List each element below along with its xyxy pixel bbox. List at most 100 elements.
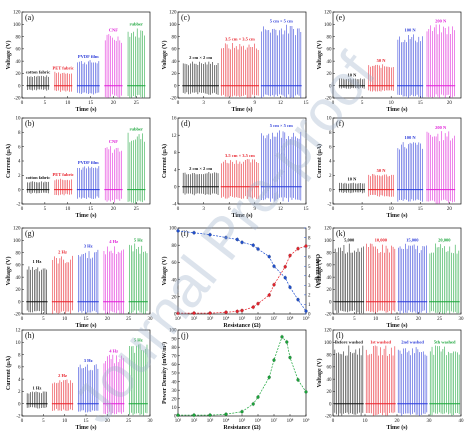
data-point: [251, 305, 255, 309]
x-tick-label: 15: [84, 317, 90, 322]
data-point: [176, 229, 180, 233]
x-tick-label: 12: [278, 101, 284, 106]
data-point: [288, 355, 292, 360]
x-tick-label: 10⁷: [271, 418, 278, 424]
x-tick-label: 30: [427, 419, 433, 424]
data-point: [235, 237, 239, 242]
x-tick-label: 15: [304, 101, 310, 106]
y-tick-label: 100: [324, 23, 332, 28]
data-point: [296, 378, 300, 382]
y-tick-label: 20: [327, 288, 333, 293]
x-tick-label: 0: [332, 317, 335, 322]
x-tick-label: 5: [44, 207, 47, 212]
y-tick-label: 10: [16, 341, 22, 346]
trace-segment: [397, 243, 428, 314]
y-tick-label: 60: [16, 48, 22, 53]
x-tick-label: 0: [177, 207, 180, 212]
y-tick-label: 100: [169, 23, 177, 28]
data-point: [267, 375, 271, 379]
x-tick-label: 5: [42, 317, 45, 322]
x-tick-label: 10⁷: [271, 316, 278, 322]
x-tick-label: 10³: [207, 418, 214, 424]
trace-segment: [334, 243, 365, 314]
x-axis-label: Resistance (Ω): [223, 322, 260, 329]
y-tick-label: 80: [327, 251, 333, 256]
y-tick-label: 10: [16, 117, 22, 122]
data-point: [256, 247, 260, 251]
x-tick-label: 5: [42, 419, 45, 424]
x-axis-label: Time (s): [386, 424, 407, 431]
data-point: [272, 358, 276, 362]
segment-label: 2 Hz: [58, 250, 67, 255]
x-tick-label: 25: [126, 317, 132, 322]
segment-label: 2nd washed: [401, 339, 424, 344]
y-tick-label: 12: [172, 134, 178, 139]
trace-segment: [103, 354, 125, 415]
y-tick-label: -2: [327, 203, 332, 208]
series-line: [178, 245, 307, 314]
y-tick-label: 0: [174, 313, 177, 318]
segment-label: 15,000: [406, 237, 419, 242]
x-axis-label: Time (s): [75, 322, 96, 329]
trace-segment: [367, 173, 395, 197]
y-axis-label: Power Density (mW/m²): [161, 342, 168, 404]
data-point: [280, 335, 284, 339]
y-tick-label: 0: [18, 188, 21, 193]
y-axis-label: Voltage (V): [161, 257, 168, 286]
trace-segment: [397, 347, 428, 416]
y-tick-label: 60: [172, 48, 178, 53]
y-tick-label: 40: [16, 276, 22, 281]
trace-segment: [365, 243, 396, 314]
data-point: [296, 247, 300, 251]
x-tick-label: 10: [65, 101, 71, 106]
y-tick-label: 60: [172, 363, 178, 368]
x-tick-label: 30: [459, 317, 465, 322]
y2-tick-label: 8: [308, 236, 311, 241]
plot-frame: [21, 11, 151, 99]
segment-label: 5 cm × 5 cm: [270, 18, 293, 23]
segment-label: 5 Hz: [134, 338, 143, 343]
trace-segment: [128, 344, 148, 416]
y-axis-label: Current (μA): [5, 356, 12, 390]
x-tick-label: 10⁴: [223, 316, 230, 322]
x-axis-label: Time (s): [231, 212, 252, 219]
segment-label: PVDF film: [78, 54, 99, 59]
data-point: [285, 340, 289, 344]
x-tick-label: 5: [361, 207, 364, 212]
y-tick-label: 40: [172, 380, 178, 385]
data-point: [267, 255, 271, 259]
panel-label: (c): [181, 13, 190, 22]
y-tick-label: 0: [18, 402, 21, 407]
trace-segment: [429, 345, 461, 416]
x-tick-label: 10: [62, 419, 68, 424]
y-tick-label: -2: [16, 203, 21, 208]
data-point: [256, 395, 260, 399]
y-tick-label: 8: [329, 131, 332, 136]
data-point: [240, 240, 244, 244]
data-point: [208, 311, 212, 315]
trace-segment: [104, 146, 123, 203]
segment-label: 50 N: [377, 58, 387, 63]
x-tick-label: 3: [202, 207, 205, 212]
y-tick-label: 4: [18, 378, 21, 383]
data-point: [283, 265, 287, 269]
plot-frame: [177, 117, 307, 205]
segment-label: 5th washed: [434, 339, 456, 344]
x-tick-label: 6: [228, 207, 231, 212]
trace-segment: [77, 249, 99, 314]
y-tick-label: 6: [18, 366, 21, 371]
x-tick-label: 10¹: [175, 418, 182, 424]
trace-segment: [397, 142, 424, 202]
x-tick-label: 25: [134, 207, 140, 212]
data-point: [224, 235, 228, 240]
y-tick-label: 60: [172, 261, 178, 266]
data-point: [283, 276, 287, 280]
trace-segment: [51, 379, 74, 411]
y-tick-label: -20: [325, 313, 332, 318]
x-tick-label: 5: [44, 101, 47, 106]
data-point: [256, 302, 260, 306]
trace-segment: [220, 159, 260, 199]
y2-tick-label: 4: [308, 274, 311, 279]
